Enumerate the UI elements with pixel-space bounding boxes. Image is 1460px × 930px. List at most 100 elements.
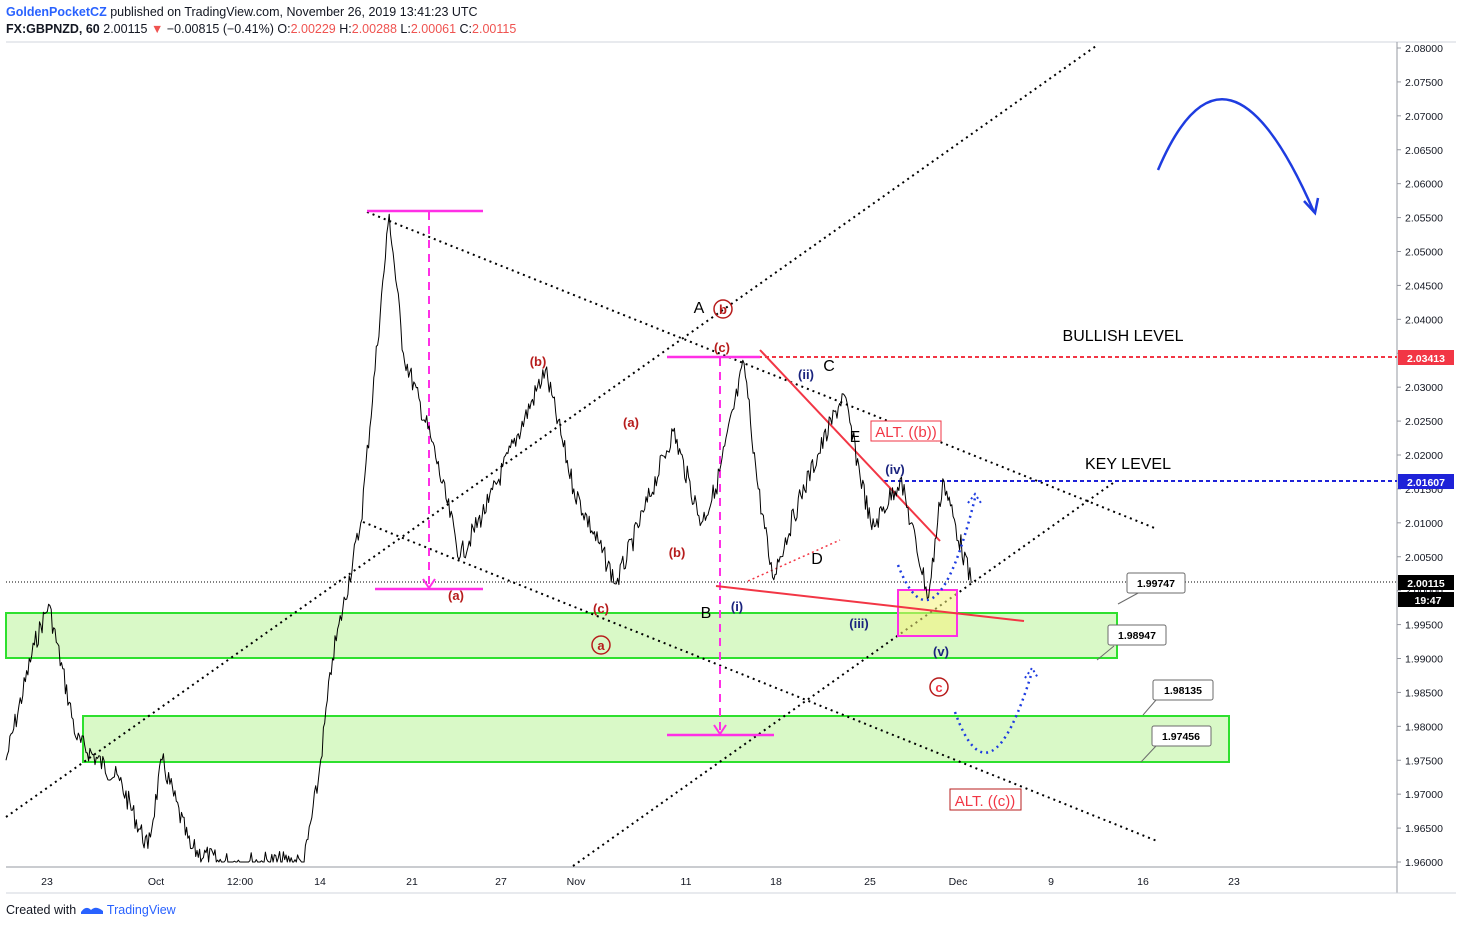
callout-4-text: 1.97456 [1162,731,1200,743]
open-value: 2.00229 [290,22,336,36]
price-tick-label: 2.07000 [1405,111,1443,123]
publish-line: GoldenPocketCZ published on TradingView.… [6,4,516,21]
price-tick-label: 2.02500 [1405,416,1443,428]
bearish-arrow-icon [1303,197,1320,216]
callout-4[interactable]: 1.97456 [1140,725,1212,763]
circle-b-marker [713,299,733,319]
alt-b-label: ALT. ((b)) [875,424,936,441]
wave-red-a2: (a) [623,415,639,430]
key-level-label: KEY LEVEL [1085,456,1171,473]
high-value: 2.00288 [351,22,397,36]
low-label: L: [400,22,411,36]
close-value: 2.00115 [472,22,517,36]
chart-header: GoldenPocketCZ published on TradingView.… [6,4,516,38]
wave-A-label: A [694,300,705,317]
created-with-text: Created with [6,903,77,917]
wave-blue-v: (v) [933,644,949,659]
open-label: O: [277,22,291,36]
time-tick-label: 23 [1228,876,1240,888]
circle-c-label: c [935,680,942,695]
price-tick-label: 2.04500 [1405,280,1443,292]
lower-support-zone[interactable] [82,715,1230,763]
time-tick-label: Dec [949,876,968,888]
time-tick-label: 12:00 [227,876,253,888]
bullish-level-tag [1398,350,1454,365]
footer: Created with TradingView [6,903,176,917]
price-tick-label: 2.05500 [1405,213,1443,225]
alt-b-box[interactable] [870,420,942,442]
countdown-tag-text: 19:47 [1415,595,1442,607]
close-label: C: [459,22,473,36]
upper-channel-line[interactable] [5,45,1097,818]
price-tick-label: 1.96500 [1405,823,1443,835]
time-tick-label: 27 [495,876,507,888]
author-link[interactable]: GoldenPocketCZ [6,5,107,19]
circle-c-marker [929,677,949,697]
price-line [5,213,972,863]
red-support-line[interactable] [715,585,1025,622]
price-series [5,213,972,863]
callout-1[interactable]: 1.99747 [1117,572,1186,605]
price-tick-label: 2.06500 [1405,145,1443,157]
wave-C-label: C [823,358,835,375]
wave-blue-ii: (ii) [798,367,814,382]
callout-2-text: 1.98947 [1118,630,1156,642]
measured-move-1[interactable] [367,209,483,591]
wave-B-label: B [701,605,712,622]
time-tick-label: Oct [148,876,164,888]
tradingview-logo-icon[interactable] [80,903,107,917]
countdown-tag [1398,592,1454,607]
price-tick-label: 1.97000 [1405,789,1443,801]
symbol-label[interactable]: FX:GBPNZD, 60 [6,22,100,36]
price-tick-label: 2.01000 [1405,518,1443,530]
callout-3[interactable]: 1.98135 [1142,679,1214,716]
time-axis[interactable]: 23 Oct 12:00 14 21 27 Nov 11 18 25 Dec 9 16 23 [41,876,1240,888]
callout-2[interactable]: 1.98947 [1096,624,1167,661]
time-tick-label: 11 [681,876,692,888]
time-tick-label: 14 [314,876,326,888]
change-value: −0.00815 (−0.41%) [166,22,274,36]
time-tick-label: 25 [864,876,876,888]
wave-red-b2: (b) [669,545,686,560]
last-price: 2.00115 [103,22,148,36]
circle-a-label: a [597,638,605,653]
time-tick-label: 23 [41,876,53,888]
measured-move-2[interactable] [667,355,774,737]
price-tick-label: 1.96000 [1405,857,1443,869]
price-tick-label: 2.07500 [1405,77,1443,89]
price-axis[interactable]: 2.08000 2.07500 2.07000 2.06500 2.06000 2.055… [1397,43,1443,869]
wave-red-c2: (c) [714,340,730,355]
triangle-lower-line[interactable] [362,521,1158,842]
callout-3-text: 1.98135 [1164,685,1202,697]
time-tick-label: Nov [567,876,586,888]
circle-b-label: b [719,302,727,317]
wave-E-label: E [850,429,861,446]
ohlc-line: FX:GBPNZD, 60 2.00115 ▼ −0.00815 (−0.41%… [6,21,516,38]
price-tick-label: 2.08000 [1405,43,1443,55]
bullish-projection-arrow-icon [967,492,982,504]
alt-c-label: ALT. ((c)) [955,793,1016,810]
wave-red-c1: (c) [593,601,609,616]
bullish-level-label: BULLISH LEVEL [1063,328,1184,345]
wave-red-b1: (b) [530,354,547,369]
callout-1-text: 1.99747 [1137,578,1175,590]
price-tick-label: 1.97500 [1405,755,1443,767]
triangle-upper-line[interactable] [366,211,1158,530]
circle-a-marker [591,635,611,655]
wave-red-a1: (a) [448,588,464,603]
red-resistance-line[interactable] [759,349,941,542]
tradingview-brand-link[interactable]: TradingView [106,903,176,917]
high-label: H: [339,22,352,36]
time-tick-label: 18 [770,876,782,888]
price-tick-label: 2.06000 [1405,179,1443,191]
alt-c-box[interactable] [949,788,1022,811]
lower-channel-line[interactable] [572,482,1114,867]
price-tick-label: 1.98000 [1405,721,1443,733]
price-tick-label: 2.00500 [1405,552,1443,564]
price-tick-label: 1.99000 [1405,654,1443,666]
published-text: published on TradingView.com, November 2… [110,5,478,19]
price-tick-label: 2.04000 [1405,314,1443,326]
price-tick-label: 1.98500 [1405,687,1443,699]
down-arrow-icon: ▼ [151,22,164,36]
